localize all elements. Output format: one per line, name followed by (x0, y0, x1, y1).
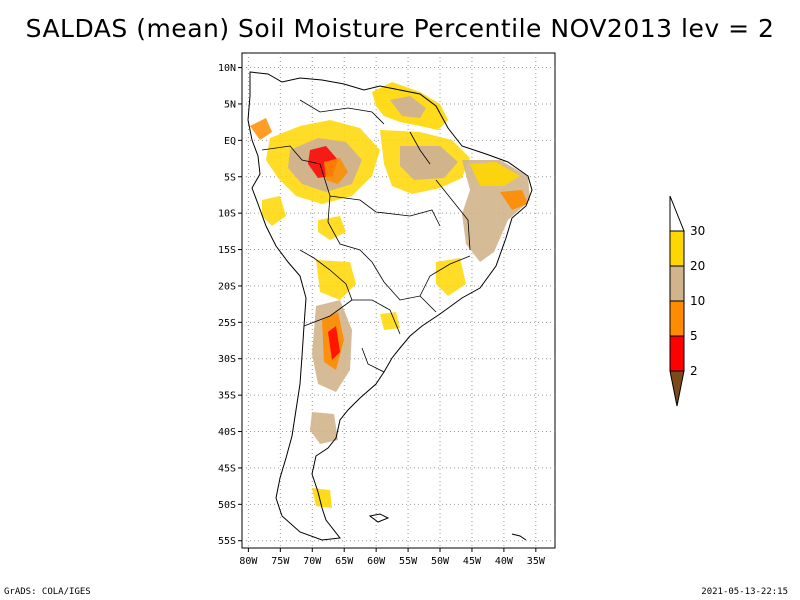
region-patagonia (310, 412, 338, 444)
colorbar-label-5: 5 (690, 329, 698, 343)
lon-tick-label: 60W (367, 556, 386, 567)
lat-tick-label: 10N (218, 63, 236, 74)
map-title: SALDAS (mean) Soil Moisture Percentile N… (25, 14, 775, 43)
lon-tick-label: 55W (399, 556, 418, 567)
lon-tick-label: 45W (463, 556, 482, 567)
region-peru (262, 196, 286, 226)
colorbar-label-10: 10 (690, 294, 705, 308)
lat-tick-label: 5S (224, 172, 236, 183)
region-andes-north (250, 118, 272, 140)
latitude-axis: 10N 5N EQ 5S 10S 15S 20S 25S 30S 35S 40S 45S 50S 55S (218, 63, 242, 547)
lon-tick-label: 75W (271, 556, 290, 567)
region-northeast-orange (500, 190, 528, 210)
colorbar-seg-5-10 (669, 300, 685, 337)
lat-tick-label: 45S (218, 463, 236, 474)
lon-tick-label: 50W (431, 556, 450, 567)
lat-tick-label: 5N (224, 99, 236, 110)
region-northeast (462, 160, 530, 262)
colorbar-cap-bottom (669, 370, 685, 407)
footer-timestamp: 2021-05-13-22:15 (701, 587, 788, 597)
lat-tick-label: EQ (224, 136, 236, 147)
lon-tick-label: 80W (239, 556, 258, 567)
footer-credit: GrADS: COLA/IGES (4, 587, 91, 597)
lat-tick-label: 25S (218, 318, 236, 329)
lon-tick-label: 35W (527, 556, 546, 567)
lat-tick-label: 55S (218, 536, 236, 547)
colorbar-seg-20-30 (669, 230, 685, 267)
colorbar-label-20: 20 (690, 259, 705, 273)
colorbar: 30 20 10 5 2 (669, 195, 705, 407)
plot-frame (241, 52, 556, 549)
region-argentina-red (328, 326, 340, 360)
colorbar-cap-top (669, 195, 685, 232)
colorbar-label-30: 30 (690, 224, 705, 238)
region-chaco (316, 260, 356, 300)
region-amazon-orange (324, 158, 348, 184)
south-georgia (511, 533, 527, 541)
lon-tick-label: 40W (495, 556, 514, 567)
country-borders (261, 99, 471, 373)
lon-tick-label: 70W (303, 556, 322, 567)
falkland-islands (368, 513, 390, 523)
lat-tick-label: 35S (218, 391, 236, 402)
lat-tick-label: 20S (218, 281, 236, 292)
longitude-axis: 80W 75W 70W 65W 60W 55W 50W 45W 40W 35W (239, 548, 546, 567)
lon-tick-label: 65W (335, 556, 354, 567)
region-bolivia (318, 216, 346, 240)
south-america-coastline (247, 71, 533, 541)
region-rio-grande (380, 312, 400, 330)
region-patagonia-south (312, 488, 332, 508)
lat-tick-label: 10S (218, 209, 236, 220)
lat-tick-label: 50S (218, 500, 236, 511)
lat-tick-label: 15S (218, 245, 236, 256)
region-northeast-yellow (470, 162, 520, 186)
shaded-regions (250, 82, 530, 508)
colorbar-seg-2-5 (669, 335, 685, 372)
colorbar-seg-10-20 (669, 265, 685, 302)
lat-tick-label: 40S (218, 427, 236, 438)
region-guiana-inner (390, 96, 426, 118)
lat-tick-label: 30S (218, 354, 236, 365)
colorbar-label-2: 2 (690, 364, 698, 378)
